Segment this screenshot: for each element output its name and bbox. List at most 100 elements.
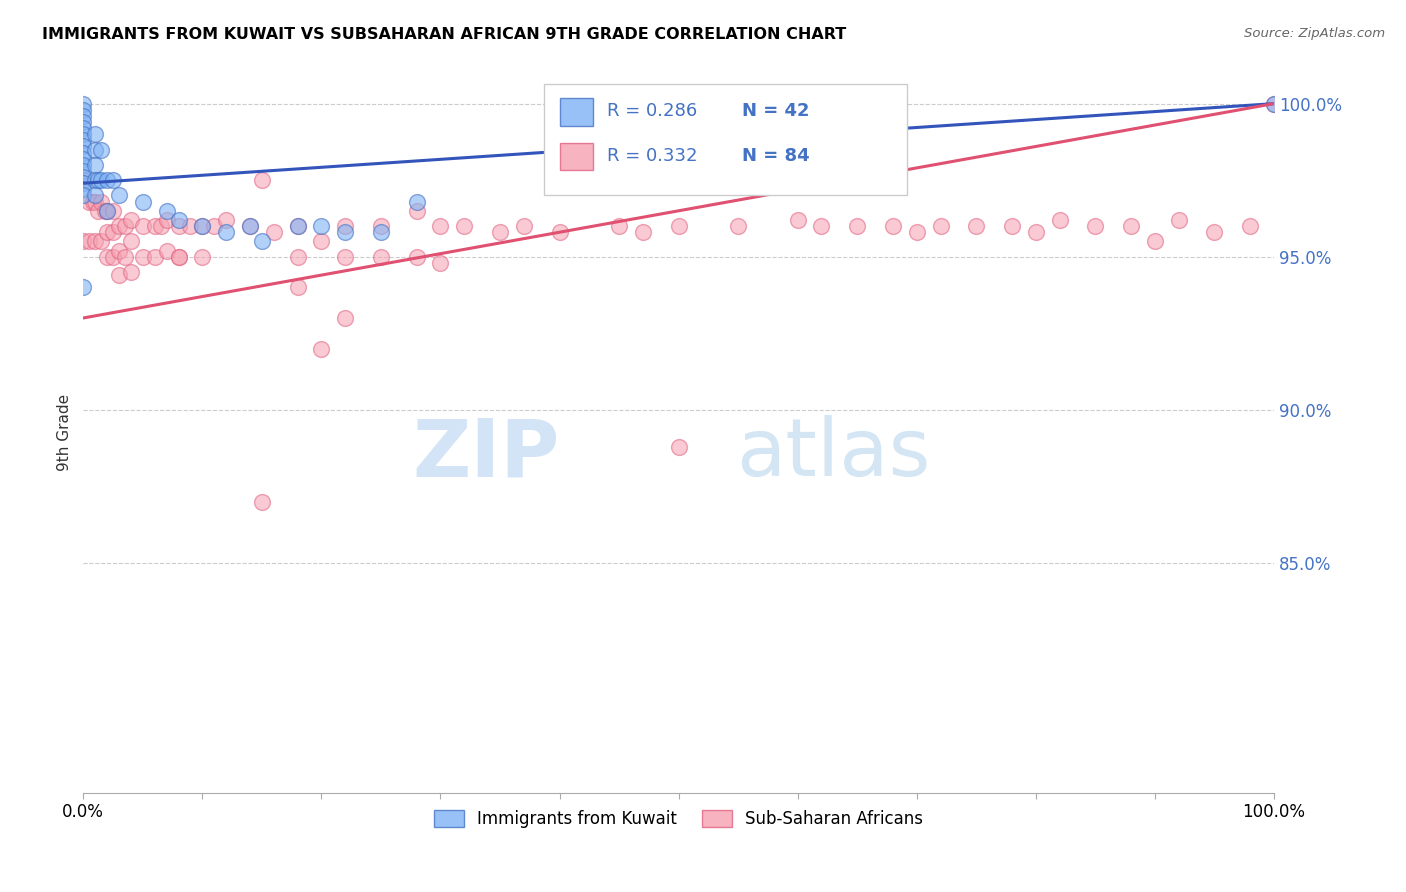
Point	[72, 170, 94, 185]
Point	[167, 250, 190, 264]
Point	[668, 219, 690, 233]
Point	[335, 250, 357, 264]
Point	[548, 225, 571, 239]
Point	[215, 213, 238, 227]
Point	[77, 194, 100, 209]
Point	[156, 203, 179, 218]
Point	[287, 219, 309, 233]
Point	[239, 219, 262, 233]
Point	[1025, 225, 1047, 239]
Point	[72, 115, 94, 129]
Point	[72, 235, 94, 249]
Point	[156, 213, 179, 227]
Point	[453, 219, 475, 233]
Point	[72, 188, 94, 202]
Point	[335, 225, 357, 239]
Point	[405, 250, 427, 264]
Point	[90, 194, 112, 209]
Text: IMMIGRANTS FROM KUWAIT VS SUBSAHARAN AFRICAN 9TH GRADE CORRELATION CHART: IMMIGRANTS FROM KUWAIT VS SUBSAHARAN AFR…	[42, 27, 846, 42]
Point	[72, 127, 94, 141]
Point	[1167, 213, 1189, 227]
Point	[72, 158, 94, 172]
Point	[263, 225, 285, 239]
Point	[287, 280, 309, 294]
Point	[120, 265, 142, 279]
Point	[489, 225, 512, 239]
Point	[132, 219, 155, 233]
Point	[72, 176, 94, 190]
Text: atlas: atlas	[737, 416, 931, 493]
Point	[1239, 219, 1261, 233]
Point	[143, 219, 166, 233]
Point	[215, 225, 238, 239]
Point	[90, 143, 112, 157]
Point	[72, 103, 94, 117]
Point	[108, 244, 131, 258]
Point	[72, 145, 94, 160]
Point	[631, 225, 654, 239]
Point	[84, 127, 107, 141]
Point	[882, 219, 904, 233]
Y-axis label: 9th Grade: 9th Grade	[58, 394, 72, 471]
Point	[1084, 219, 1107, 233]
Point	[96, 250, 118, 264]
Point	[96, 203, 118, 218]
Point	[179, 219, 201, 233]
Point	[90, 235, 112, 249]
Point	[86, 173, 108, 187]
Point	[513, 219, 536, 233]
Text: R = 0.332: R = 0.332	[607, 147, 697, 165]
Point	[93, 203, 115, 218]
Point	[167, 250, 190, 264]
Text: N = 42: N = 42	[742, 102, 810, 120]
Point	[101, 250, 124, 264]
Point	[846, 219, 869, 233]
FancyBboxPatch shape	[544, 84, 907, 195]
Point	[405, 203, 427, 218]
Point	[335, 310, 357, 325]
Point	[72, 139, 94, 153]
Point	[120, 235, 142, 249]
Point	[287, 250, 309, 264]
Point	[1119, 219, 1142, 233]
Point	[1263, 96, 1285, 111]
Point	[101, 173, 124, 187]
Point	[1263, 96, 1285, 111]
Point	[120, 213, 142, 227]
Point	[250, 173, 273, 187]
Point	[191, 219, 214, 233]
Point	[72, 109, 94, 123]
Point	[239, 219, 262, 233]
Point	[84, 235, 107, 249]
Point	[72, 164, 94, 178]
Point	[607, 219, 630, 233]
Point	[1049, 213, 1071, 227]
Point	[1143, 235, 1166, 249]
Point	[167, 213, 190, 227]
Point	[72, 152, 94, 166]
Point	[72, 182, 94, 196]
Point	[429, 256, 451, 270]
Point	[405, 194, 427, 209]
Point	[72, 133, 94, 147]
Point	[96, 225, 118, 239]
Point	[96, 203, 118, 218]
Point	[191, 250, 214, 264]
Point	[132, 250, 155, 264]
Point	[727, 219, 749, 233]
Point	[311, 342, 333, 356]
Point	[84, 188, 107, 202]
Point	[84, 158, 107, 172]
Point	[929, 219, 952, 233]
Point	[250, 235, 273, 249]
Point	[156, 244, 179, 258]
Point	[72, 173, 94, 187]
Point	[905, 225, 928, 239]
Text: N = 84: N = 84	[742, 147, 810, 165]
Point	[132, 194, 155, 209]
Point	[370, 250, 392, 264]
Legend: Immigrants from Kuwait, Sub-Saharan Africans: Immigrants from Kuwait, Sub-Saharan Afri…	[427, 803, 929, 835]
Point	[72, 121, 94, 136]
Point	[96, 173, 118, 187]
Point	[965, 219, 987, 233]
